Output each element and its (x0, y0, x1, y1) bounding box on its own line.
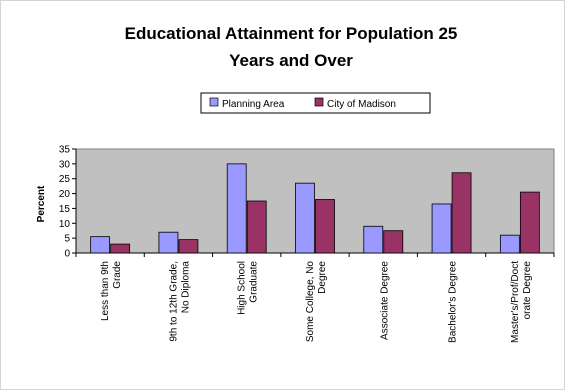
y-tick-label: 35 (59, 145, 71, 156)
x-tick-label: Associate Degree (379, 261, 390, 340)
y-tick-label: 10 (59, 219, 71, 230)
chart-title-line-1: Educational Attainment for Population 25 (125, 24, 458, 43)
legend-swatch-planning-area (209, 97, 219, 107)
bar-planning-area (363, 225, 384, 254)
x-tick-label: Less than 9th (100, 261, 111, 321)
x-tick-label: orate Degree (522, 261, 533, 320)
y-tick-label: 30 (59, 159, 71, 170)
x-tick-label: Bachelor's Degree (448, 261, 459, 343)
bar-city-of-madison (315, 199, 335, 254)
bar-planning-area (499, 234, 520, 254)
y-tick-label: 15 (59, 204, 71, 215)
bar-planning-area (90, 236, 111, 254)
y-tick-label: 25 (59, 174, 71, 185)
x-tick-label: No Diploma (180, 261, 191, 314)
x-tick-label: Graduate (249, 261, 260, 303)
legend-swatch-city-of-madison (314, 97, 324, 107)
bar-planning-area (226, 163, 247, 254)
y-tick-label: 0 (64, 249, 70, 260)
bar-planning-area (431, 203, 452, 254)
chart-title-line-2: Years and Over (229, 51, 353, 70)
legend-label-planning-area: Planning Area (222, 99, 285, 110)
x-tick-label: Degree (317, 261, 328, 294)
bar-city-of-madison (178, 239, 199, 254)
y-axis-label: Percent (36, 185, 47, 222)
bar-city-of-madison (246, 200, 267, 254)
y-tick-label: 5 (64, 234, 70, 245)
plot-background (75, 148, 555, 254)
bar-city-of-madison (110, 243, 131, 254)
bar-city-of-madison (451, 172, 472, 254)
legend: Planning Area City of Madison (200, 92, 431, 114)
legend-label-city-of-madison: City of Madison (327, 99, 396, 110)
bar-city-of-madison (383, 230, 404, 254)
y-tick-label: 20 (59, 189, 71, 200)
x-tick-label: 9th to 12th Grade, (168, 261, 179, 342)
bar-planning-area (295, 182, 315, 254)
x-tick-label: Grade (112, 261, 123, 289)
bar-city-of-madison (519, 191, 540, 254)
x-tick-label: High School (237, 261, 248, 315)
plot-area: 0 5 10 15 20 25 30 35 Less than 9th Grade 9th to 1… (59, 145, 555, 343)
x-tick-label: Master's/Prof/Doct (510, 261, 521, 343)
bar-planning-area (158, 231, 179, 254)
x-tick-label: Some College, No (305, 261, 316, 343)
